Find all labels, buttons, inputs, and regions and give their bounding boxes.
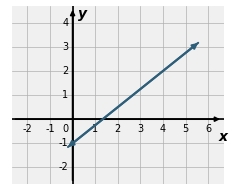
Text: 1: 1 (92, 124, 98, 133)
Text: x: x (219, 130, 228, 144)
Text: -2: -2 (22, 124, 32, 133)
Text: -1: -1 (45, 124, 55, 133)
Text: y: y (78, 7, 87, 21)
Text: -1: -1 (59, 138, 69, 148)
Text: 2: 2 (115, 124, 121, 133)
Text: 3: 3 (62, 42, 69, 52)
Text: 5: 5 (182, 124, 189, 133)
Text: 4: 4 (160, 124, 166, 133)
Text: 6: 6 (205, 124, 211, 133)
Text: 4: 4 (62, 18, 69, 28)
Text: 0: 0 (62, 124, 69, 133)
Text: 2: 2 (62, 66, 69, 76)
Text: 3: 3 (137, 124, 143, 133)
Text: -2: -2 (59, 162, 69, 172)
Text: 1: 1 (62, 90, 69, 100)
